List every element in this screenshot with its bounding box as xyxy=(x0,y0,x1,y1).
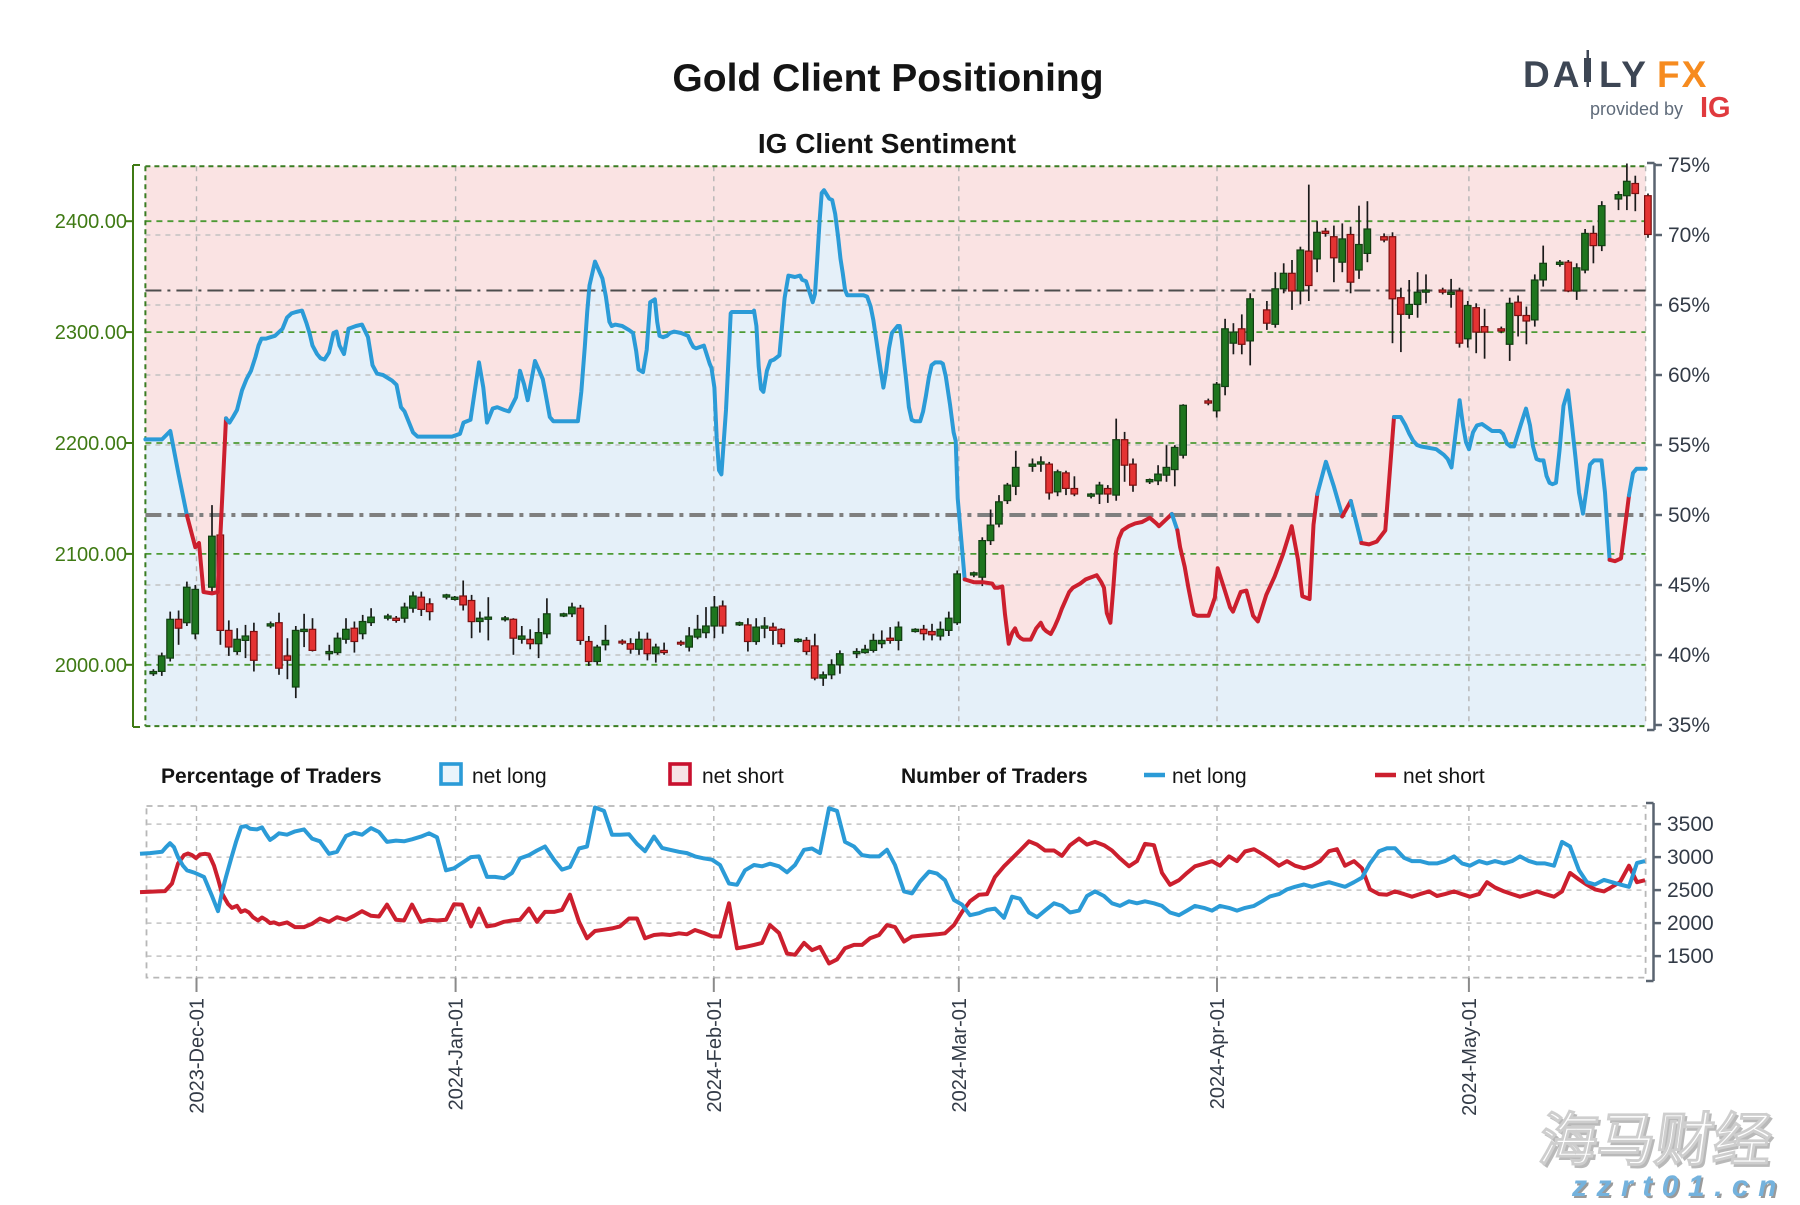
svg-text:70%: 70% xyxy=(1668,224,1710,247)
svg-text:2200.00: 2200.00 xyxy=(55,433,127,455)
svg-text:provided by: provided by xyxy=(1590,99,1683,119)
svg-text:zzrt01.cn: zzrt01.cn xyxy=(1571,1170,1786,1200)
svg-text:IG Client Sentiment: IG Client Sentiment xyxy=(758,128,1016,159)
svg-text:2024-Mar-01: 2024-Mar-01 xyxy=(949,998,971,1113)
svg-text:IG: IG xyxy=(1700,92,1731,124)
svg-text:海马财经: 海马财经 xyxy=(1535,1108,1776,1173)
svg-text:75%: 75% xyxy=(1668,154,1710,177)
svg-text:55%: 55% xyxy=(1668,434,1710,457)
svg-text:2024-Apr-01: 2024-Apr-01 xyxy=(1207,998,1229,1109)
svg-text:2024-Jan-01: 2024-Jan-01 xyxy=(446,998,468,1110)
svg-text:60%: 60% xyxy=(1668,364,1710,387)
svg-text:net long: net long xyxy=(472,765,547,788)
svg-text:2024-Feb-01: 2024-Feb-01 xyxy=(704,998,726,1113)
svg-text:2300.00: 2300.00 xyxy=(55,322,127,344)
svg-text:40%: 40% xyxy=(1668,644,1710,667)
svg-text:2400.00: 2400.00 xyxy=(55,211,127,233)
svg-text:3500: 3500 xyxy=(1667,813,1714,836)
svg-text:2000: 2000 xyxy=(1667,912,1714,935)
svg-text:3000: 3000 xyxy=(1667,846,1714,869)
svg-text:45%: 45% xyxy=(1668,574,1710,597)
svg-text:2024-May-01: 2024-May-01 xyxy=(1459,998,1481,1116)
svg-text:LY: LY xyxy=(1599,54,1649,95)
svg-text:2500: 2500 xyxy=(1667,879,1714,902)
svg-text:DA: DA xyxy=(1523,54,1582,95)
svg-text:Gold Client Positioning: Gold Client Positioning xyxy=(672,57,1103,100)
svg-text:Percentage of Traders: Percentage of Traders xyxy=(161,765,382,788)
svg-text:net long: net long xyxy=(1172,765,1247,788)
svg-text:1500: 1500 xyxy=(1667,945,1714,968)
svg-text:50%: 50% xyxy=(1668,504,1710,527)
svg-text:net short: net short xyxy=(1403,765,1485,788)
svg-text:FX: FX xyxy=(1657,54,1708,95)
svg-text:2100.00: 2100.00 xyxy=(55,544,127,566)
svg-text:2000.00: 2000.00 xyxy=(55,655,127,677)
svg-text:35%: 35% xyxy=(1668,714,1710,737)
svg-text:2023-Dec-01: 2023-Dec-01 xyxy=(187,998,209,1114)
svg-text:Number of Traders: Number of Traders xyxy=(901,765,1088,788)
svg-text:net short: net short xyxy=(702,765,784,788)
svg-text:65%: 65% xyxy=(1668,294,1710,317)
svg-text:海马财经: 海马财经 xyxy=(1538,1111,1779,1176)
